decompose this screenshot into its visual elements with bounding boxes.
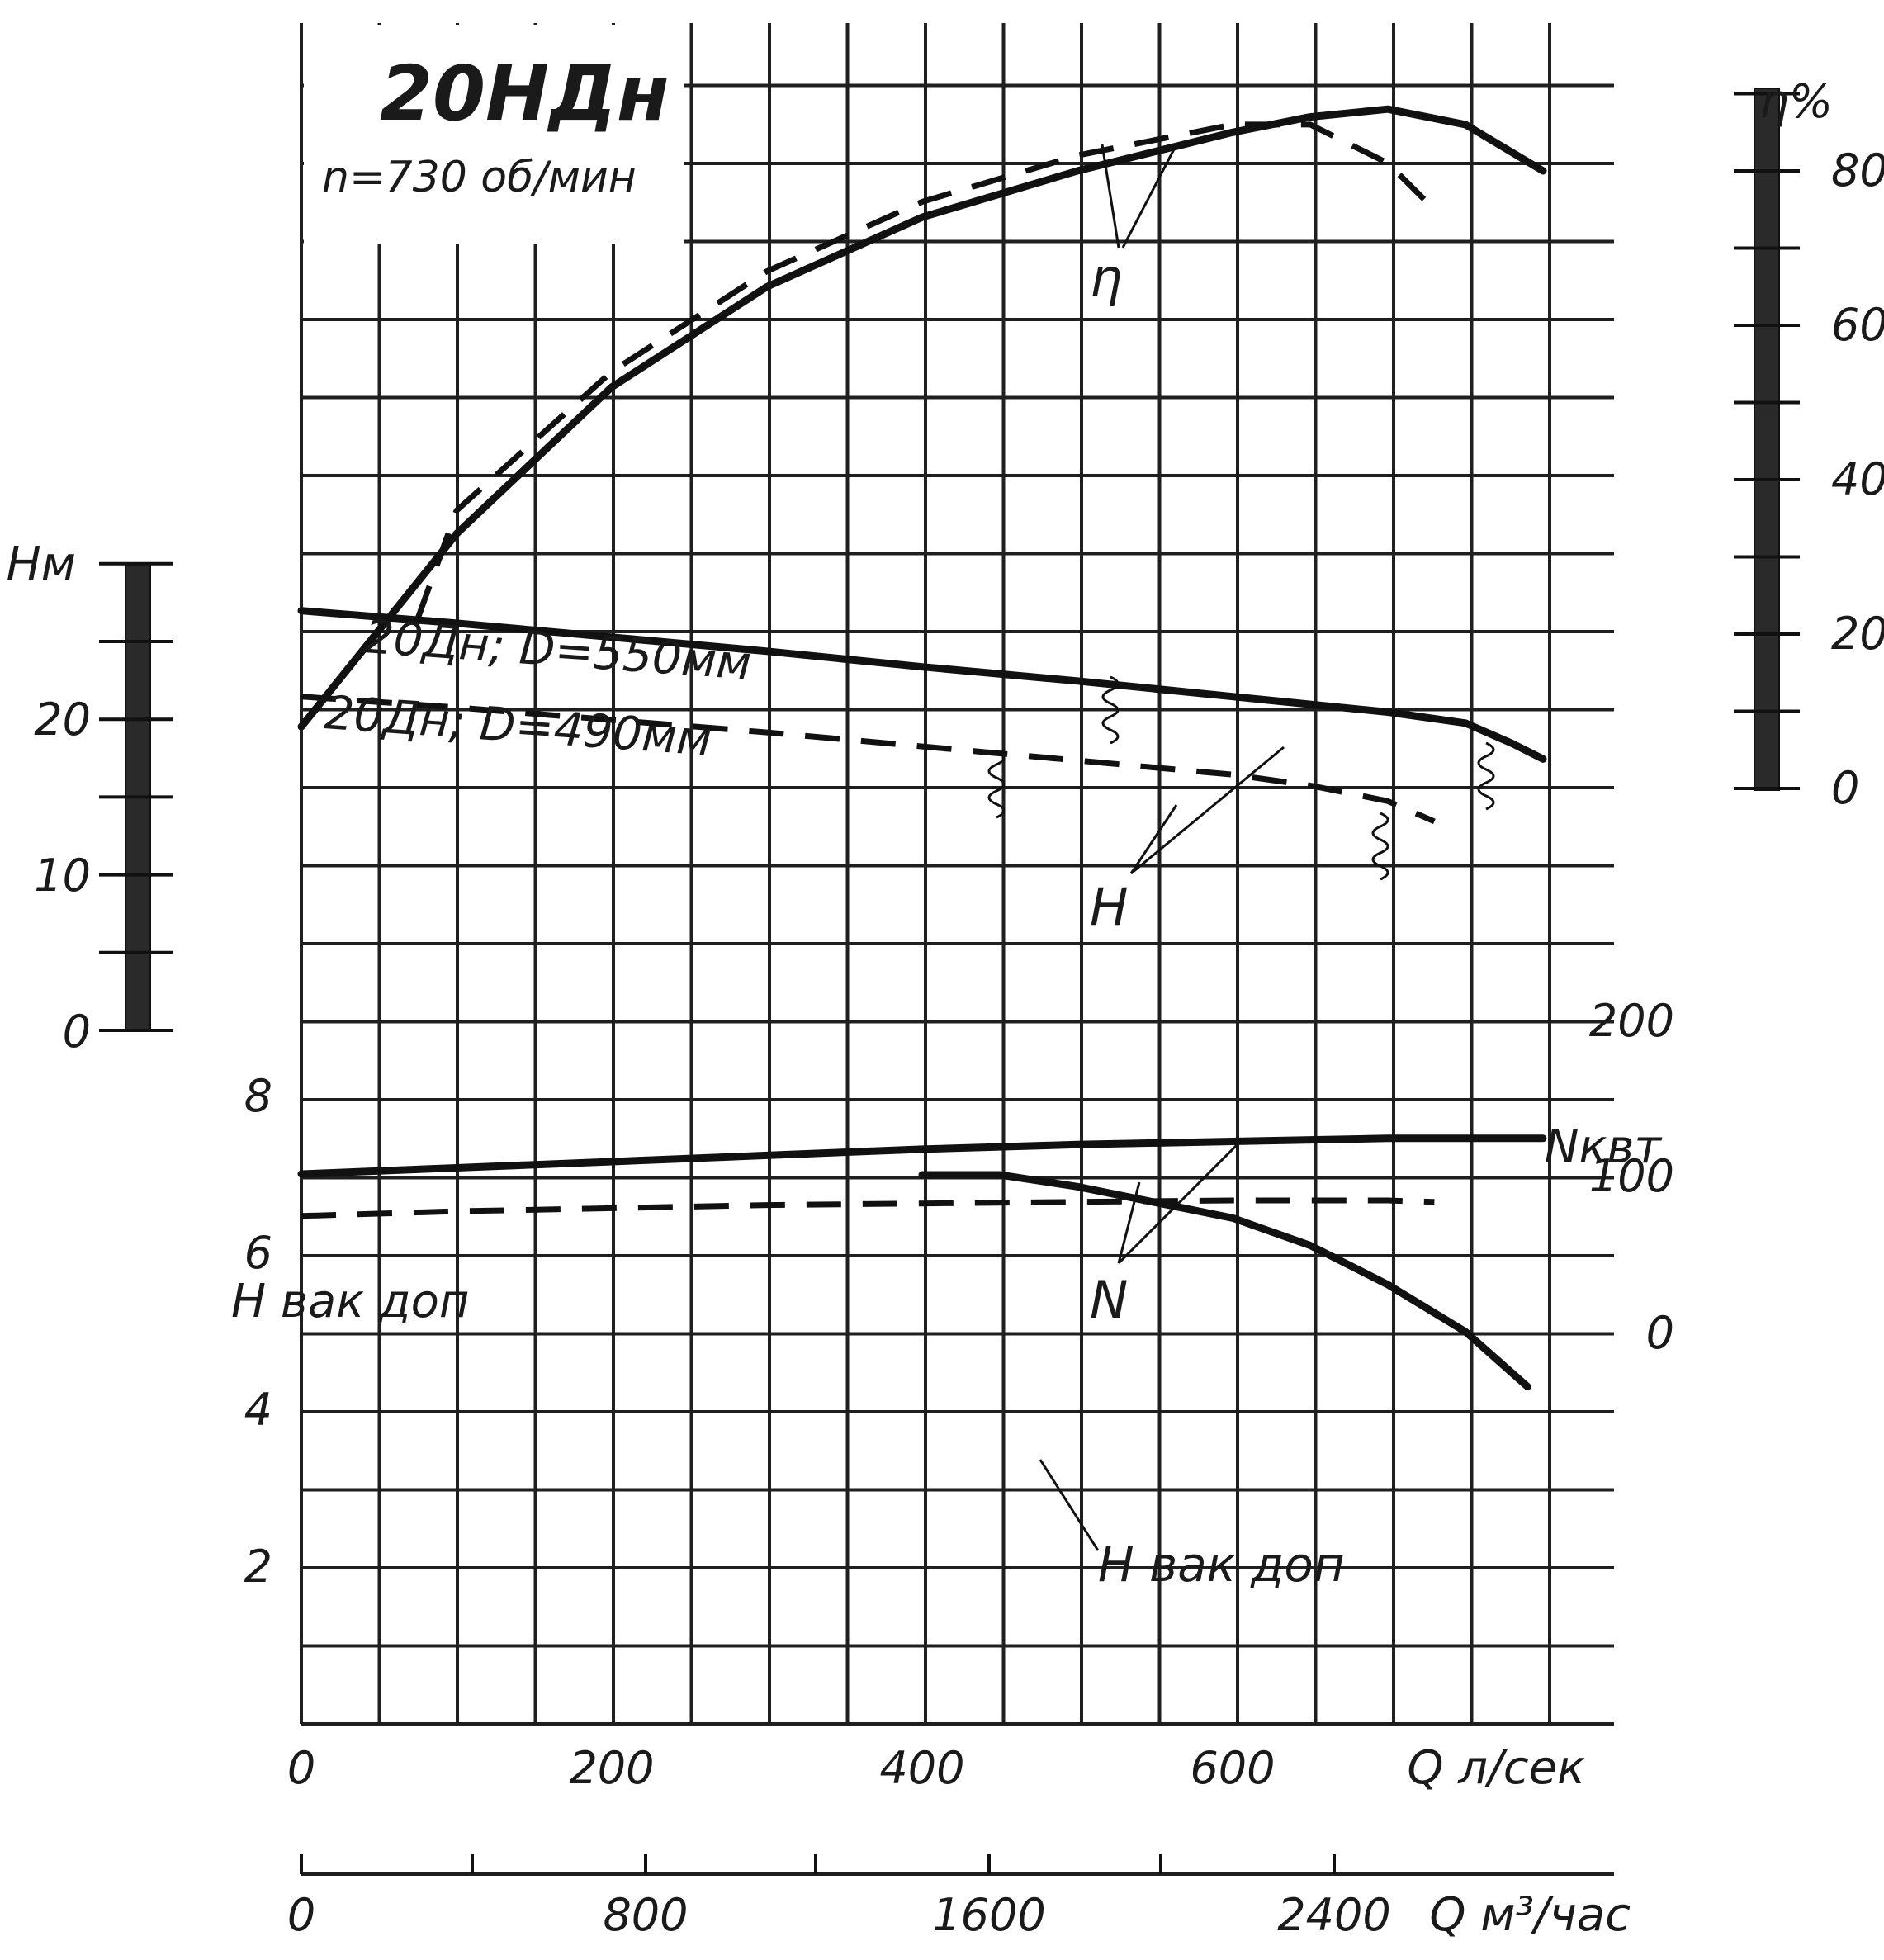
eta-annotation: η bbox=[1090, 248, 1122, 308]
curve-break-marker bbox=[1101, 675, 1120, 745]
eta-tick-label: 60 bbox=[1831, 299, 1884, 351]
side-scales bbox=[99, 88, 1800, 1032]
title-box bbox=[304, 25, 684, 244]
npsh-tick-label: 8 bbox=[244, 1070, 272, 1122]
npsh-annotation: H вак доп bbox=[1098, 1536, 1345, 1593]
series-label-550: 20Дн; D=550мм bbox=[362, 610, 753, 691]
npsh-tick-label: 6 bbox=[244, 1227, 272, 1279]
eta-tick-label: 40 bbox=[1831, 453, 1884, 505]
head-tick-label: 0 bbox=[63, 1006, 91, 1058]
power-axis-title: Nквт bbox=[1545, 1120, 1663, 1174]
x-tick-label: 600 bbox=[1190, 1742, 1275, 1794]
chart-title: 20НДн bbox=[380, 50, 670, 138]
series-label-490: 20Дн; D=490мм bbox=[323, 686, 713, 767]
x2-tick-label: 2400 bbox=[1277, 1889, 1390, 1941]
annotation-leader bbox=[1101, 144, 1120, 249]
labels: 20НДн n=730 об/мин 20Дн; D=550мм 20Дн; D… bbox=[7, 25, 1833, 1942]
npsh-tick-label: 2 bbox=[244, 1541, 272, 1593]
head-tick-label: 20 bbox=[34, 694, 91, 746]
annotation-leader bbox=[1117, 1181, 1141, 1264]
npsh-tick-label: 4 bbox=[244, 1384, 272, 1436]
series-line-2 bbox=[297, 105, 1547, 731]
curve-break-marker bbox=[987, 750, 1006, 819]
eta-axis-title: η% bbox=[1759, 75, 1833, 129]
power-tick-label: 100 bbox=[1589, 1150, 1674, 1202]
annotation-leader bbox=[1130, 746, 1285, 875]
power-tick-label: 0 bbox=[1646, 1307, 1674, 1359]
eta-tick-label: 80 bbox=[1831, 144, 1884, 196]
series bbox=[297, 105, 1547, 1551]
head-annotation: H bbox=[1090, 877, 1129, 937]
series-line-4 bbox=[297, 1134, 1547, 1178]
curve-break-marker bbox=[1477, 741, 1495, 811]
grid bbox=[300, 23, 1614, 1876]
annotation-leader bbox=[1129, 804, 1178, 874]
series-line-6 bbox=[918, 1171, 1531, 1390]
annotation-leader bbox=[1121, 144, 1178, 249]
eta-tick-label: 0 bbox=[1831, 762, 1859, 814]
series-line-0 bbox=[297, 607, 1547, 763]
x-axis-title-primary: Q л/сек bbox=[1407, 1741, 1585, 1795]
power-tick-label: 200 bbox=[1589, 995, 1674, 1047]
annotation-leader bbox=[1039, 1459, 1100, 1551]
series-line-3 bbox=[414, 121, 1437, 620]
x-tick-label: 200 bbox=[569, 1742, 654, 1794]
npsh-axis-title: H вак доп bbox=[231, 1275, 469, 1328]
x-tick-label: 0 bbox=[287, 1742, 315, 1794]
power-annotation: N bbox=[1090, 1270, 1128, 1330]
x2-tick-label: 800 bbox=[603, 1889, 688, 1941]
x2-tick-label: 0 bbox=[287, 1889, 315, 1941]
x-tick-label: 400 bbox=[879, 1742, 964, 1794]
head-axis-title: Нм bbox=[7, 537, 76, 591]
eta-scale-bar bbox=[1754, 88, 1780, 791]
annotation-leader bbox=[1117, 1138, 1244, 1265]
series-line-5 bbox=[301, 1197, 1435, 1219]
x-axis-title-secondary: Q м³/час bbox=[1429, 1888, 1631, 1942]
curve-break-marker bbox=[1371, 812, 1389, 881]
x2-tick-label: 1600 bbox=[932, 1889, 1045, 1941]
head-tick-label: 10 bbox=[34, 850, 91, 902]
chart-subtitle: n=730 об/мин bbox=[322, 153, 637, 202]
eta-tick-label: 20 bbox=[1831, 608, 1884, 660]
